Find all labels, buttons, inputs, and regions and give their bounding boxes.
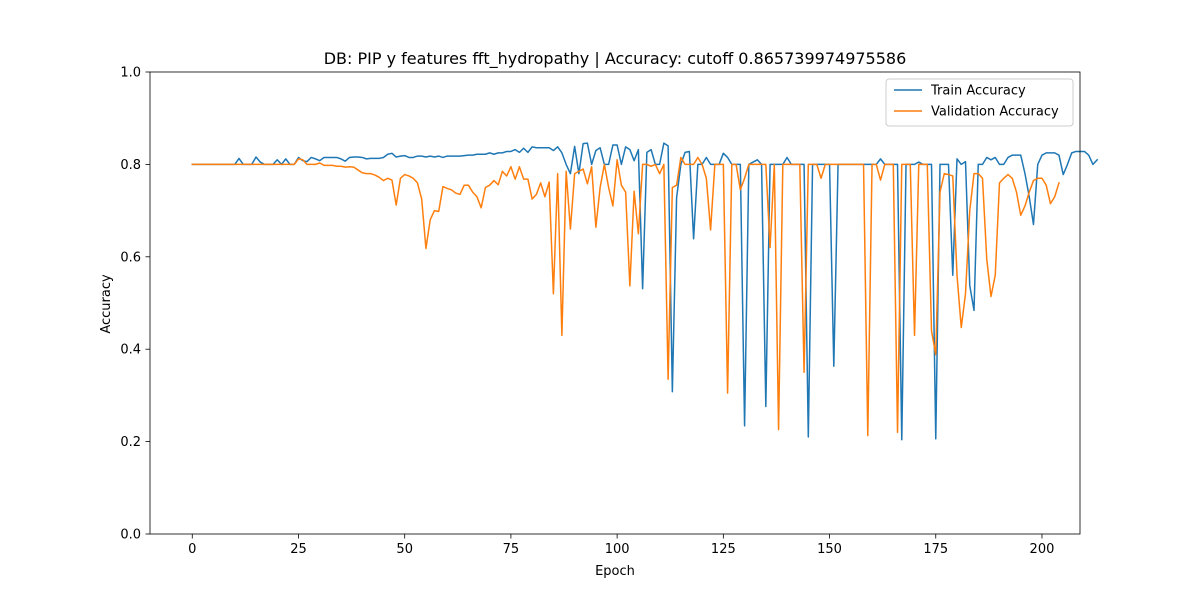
x-tick-label: 100 — [605, 542, 630, 557]
axes: 0 25 50 75 100 125 150 175 200 0.0 0.2 0.4 0.6 0.8 1.0 — [120, 66, 1081, 557]
legend-label: Validation Accuracy — [931, 105, 1059, 120]
y-tick-label: 1.0 — [120, 66, 141, 81]
legend: Train Accuracy Validation Accuracy — [885, 78, 1074, 127]
x-tick-label: 125 — [711, 542, 736, 557]
x-tick-label: 200 — [1030, 542, 1055, 557]
x-tick-label: 150 — [817, 542, 842, 557]
legend-label: Train Accuracy — [930, 84, 1026, 99]
series-line-validation-accuracy — [191, 156, 1060, 437]
series-line-train-accuracy — [191, 142, 1099, 441]
x-tick-label: 25 — [290, 542, 307, 557]
x-tick-label: 75 — [503, 542, 520, 557]
y-axis-label: Accuracy — [99, 274, 114, 334]
x-axis-label: Epoch — [595, 564, 635, 579]
y-tick-label: 0.4 — [120, 343, 141, 358]
y-tick-label: 0.8 — [120, 158, 141, 173]
plot-frame — [149, 71, 1081, 535]
y-tick-label: 0.0 — [120, 528, 141, 543]
y-tick-label: 0.2 — [120, 435, 141, 450]
y-tick-label: 0.6 — [120, 250, 141, 265]
x-tick-label: 0 — [188, 542, 196, 557]
x-tick-label: 50 — [396, 542, 413, 557]
x-tick-label: 175 — [923, 542, 948, 557]
legend-box — [885, 78, 1074, 127]
plot-lines — [191, 142, 1099, 441]
chart-title: DB: PIP y features fft_hydropathy | Accu… — [324, 49, 907, 69]
